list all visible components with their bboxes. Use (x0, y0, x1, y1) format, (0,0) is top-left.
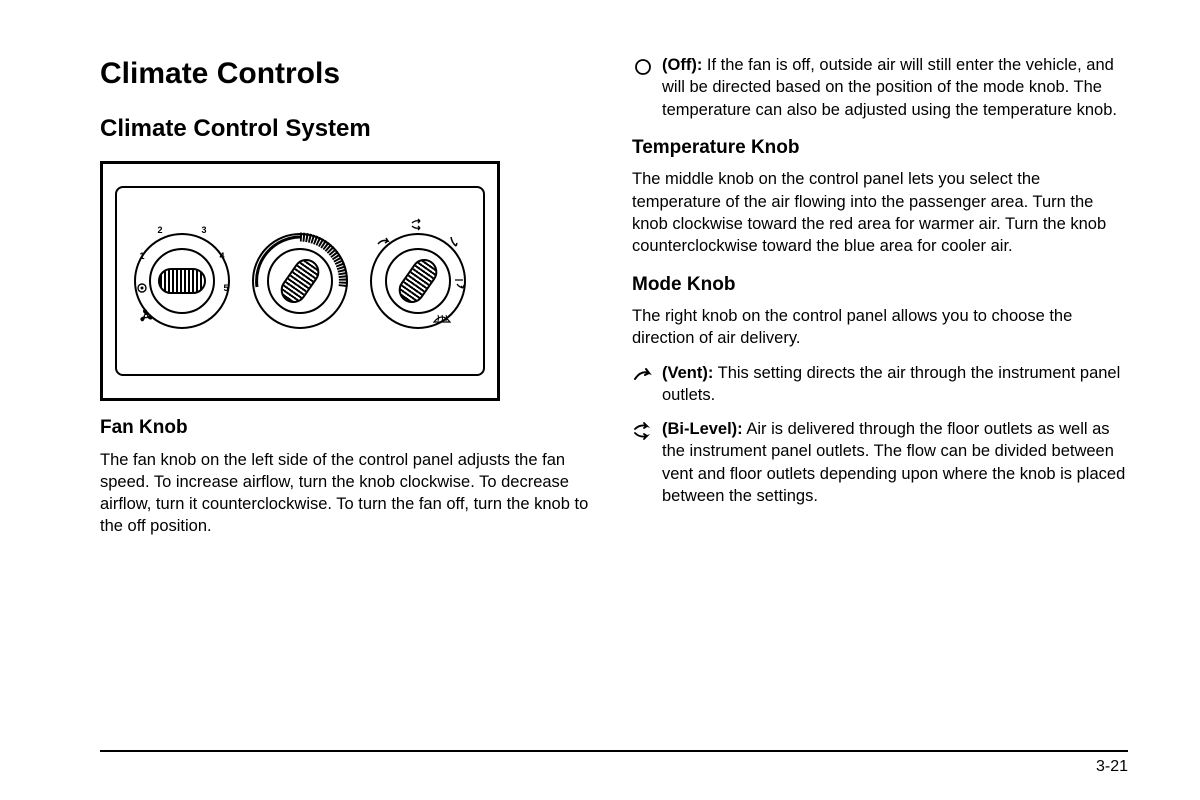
page-footer-rule (100, 750, 1128, 752)
bilevel-paragraph: (Bi-Level): Air is delivered through the… (632, 418, 1128, 507)
page-content: Climate Controls Climate Control System … (100, 54, 1128, 694)
vent-icon (632, 364, 654, 386)
fan-label-2: 2 (157, 224, 162, 236)
bilevel-pos-icon (411, 217, 425, 231)
vent-pos-icon (377, 235, 391, 249)
heading-climate-controls: Climate Controls (100, 54, 596, 95)
floor-pos-icon (447, 235, 461, 249)
fan-knob-paragraph: The fan knob on the left side of the con… (100, 449, 596, 538)
temperature-knob (244, 206, 356, 356)
vent-label: (Vent): (662, 364, 713, 382)
fan-label-4: 4 (219, 250, 224, 262)
bilevel-icon (632, 420, 654, 442)
off-text: (Off): If the fan is off, outside air wi… (662, 54, 1128, 121)
vent-text: (Vent): This setting directs the air thr… (662, 362, 1128, 407)
off-label: (Off): (662, 56, 702, 74)
control-panel-inner: 1 2 3 4 5 (115, 186, 485, 376)
control-panel-diagram: 1 2 3 4 5 (100, 161, 500, 401)
fan-label-1: 1 (139, 250, 144, 262)
blend-pos-icon (453, 277, 467, 291)
heading-climate-control-system: Climate Control System (100, 113, 596, 145)
right-column: (Off): If the fan is off, outside air wi… (632, 54, 1128, 694)
off-body: If the fan is off, outside air will stil… (662, 56, 1117, 119)
fan-label-5: 5 (223, 282, 228, 294)
fan-blades-icon (139, 309, 153, 323)
fan-knob: 1 2 3 4 5 (126, 206, 238, 356)
defrost-pos-icon (433, 311, 451, 325)
mode-paragraph: The right knob on the control panel allo… (632, 305, 1128, 350)
vent-paragraph: (Vent): This setting directs the air thr… (632, 362, 1128, 407)
heading-fan-knob: Fan Knob (100, 415, 596, 441)
fan-label-3: 3 (201, 224, 206, 236)
off-icon (632, 56, 654, 78)
page-number: 3-21 (1096, 758, 1128, 776)
off-paragraph: (Off): If the fan is off, outside air wi… (632, 54, 1128, 121)
heading-mode-knob: Mode Knob (632, 272, 1128, 298)
left-column: Climate Controls Climate Control System … (100, 54, 596, 694)
circle-dot-icon (137, 283, 147, 293)
heading-temperature-knob: Temperature Knob (632, 135, 1128, 161)
bilevel-label: (Bi-Level): (662, 420, 743, 438)
vent-body: This setting directs the air through the… (662, 364, 1120, 404)
bilevel-text: (Bi-Level): Air is delivered through the… (662, 418, 1128, 507)
temperature-paragraph: The middle knob on the control panel let… (632, 168, 1128, 257)
mode-knob (362, 206, 474, 356)
